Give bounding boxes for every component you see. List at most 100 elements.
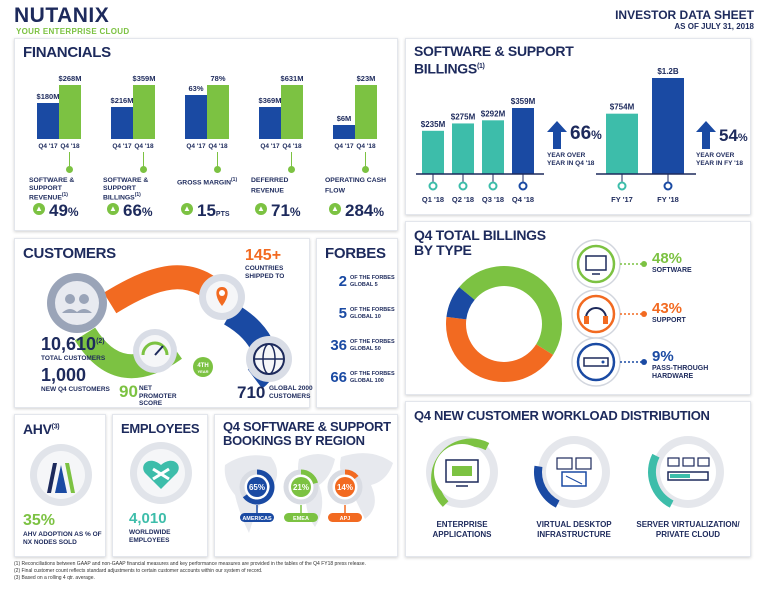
forbes-title: FORBES (325, 245, 386, 262)
bar-q417 (333, 124, 355, 139)
billings-card: SOFTWARE & SUPPORT BILLINGS(1) $235M Q1 '… (405, 38, 751, 215)
bar-q418-label: $631M (280, 74, 304, 83)
tick-q417: Q4 '17 (186, 143, 206, 150)
forbes-number: 5 (338, 305, 347, 322)
metric-label-sup: (1) (61, 192, 68, 198)
up-arrow-icon (255, 203, 267, 215)
workload-chart (426, 436, 724, 508)
financials-card: FINANCIALS $180M $268M Q4 '17 Q4 '18 SOFTWAR… (14, 38, 398, 231)
quarter-dot (428, 181, 438, 191)
type-leader-dot (641, 261, 647, 267)
vm-window-icon (697, 457, 710, 467)
quarter-tick: Q2 '18 (452, 195, 474, 204)
workload-label-2: APPLICATIONS (432, 530, 492, 539)
up-arrow-icon (107, 203, 119, 215)
logo-tagline: YOUR ENTERPRISE CLOUD (16, 27, 130, 36)
region-ring-value (300, 469, 318, 485)
quarter-tick: Q1 '18 (422, 195, 444, 204)
bar-q417-label: $369M (258, 96, 282, 106)
headset-right (603, 316, 608, 324)
bar-q418-label: $359M (132, 74, 156, 83)
up-arrow-glyph: ▲ (109, 204, 117, 213)
total-customers-text: TOTAL CUSTOMERS (41, 355, 106, 362)
year-bar-label: $754M (610, 103, 635, 112)
year-tick: FY '18 (657, 195, 679, 204)
ahv-card: AHV(3) 35% AHV ADOPTION AS % OF NX NODES… (14, 414, 106, 557)
footnote-1: (1) Reconciliations between GAAP and non… (14, 561, 366, 567)
total-customers-value: 10,610(2) (41, 334, 105, 355)
quarter-growth-unit: % (591, 128, 602, 142)
forbes-line1: OF THE FORBES (350, 275, 395, 281)
region-title: Q4 SOFTWARE & SUPPORT BOOKINGS BY REGION (223, 420, 391, 448)
bar-q417-label: $180M (36, 91, 60, 101)
type-value: 43% (652, 300, 683, 317)
quarter-bar (512, 108, 534, 174)
bar-q417-label: 63% (188, 84, 204, 94)
metric-growth-value: 71 (271, 201, 290, 220)
nps-text: NET PROMOTER SCORE (139, 385, 177, 407)
workload-label-1: SERVER VIRTUALIZATION/ (636, 520, 740, 529)
up-arrow-icon (329, 203, 341, 215)
year-growth-text: YEAR OVER YEAR IN FY '18 (696, 152, 743, 167)
bar-q418 (355, 85, 377, 139)
quarter-dot (458, 181, 468, 191)
metric-label-text: GROSS MARGIN (177, 179, 232, 187)
metric-growth-value: 66 (123, 201, 142, 220)
quarter-growth-num: 66 (570, 123, 592, 144)
vm-window-icon (682, 457, 695, 467)
vm-window-icon (667, 457, 680, 467)
billings-type-title: Q4 TOTAL BILLINGS BY TYPE (414, 228, 546, 258)
tick-q417: Q4 '17 (334, 143, 354, 150)
up-arrow-icon (33, 203, 45, 215)
billings-type-donut (446, 239, 647, 387)
year-growth-unit: % (737, 132, 748, 144)
region-ring-value (242, 469, 275, 505)
connector-dot (214, 166, 221, 173)
server-icon (583, 357, 609, 367)
connector-line (217, 152, 218, 168)
metric-growth: 66% (123, 201, 153, 221)
billings-chart: $235M Q1 '18 $275M Q2 '18 $292M Q3 '18 $359M Q4… (416, 67, 696, 204)
metric-label: DEFERRED REVENUE (251, 177, 323, 194)
badge-icon: 4TH YEAR (194, 363, 212, 375)
metric-growth-unit: % (141, 205, 153, 219)
desktop-x-icon (565, 475, 583, 485)
up-arrow-glyph: ▲ (183, 204, 191, 213)
forbes-line2: GLOBAL 10 (350, 314, 381, 320)
workload-label-1: ENTERPRISE (436, 520, 488, 529)
metric-label-sup: (1) (134, 192, 141, 198)
up-arrow-icon (181, 203, 193, 215)
connector-dot (288, 166, 295, 173)
ahv-text: AHV ADOPTION AS % OF NX NODES SOLD (23, 531, 102, 546)
vm-window-icon (556, 457, 573, 470)
heart-handshake-icon (130, 442, 192, 504)
connector-dot (140, 166, 147, 173)
region-pill (284, 513, 318, 522)
bar-q418 (281, 85, 303, 139)
workload-label-1: VIRTUAL DESKTOP (536, 520, 612, 529)
headset-icon (585, 307, 607, 319)
monitor-icon (445, 459, 479, 483)
metric-label: SOFTWARE & SUPPORT REVENUE(1) (29, 177, 101, 202)
bar-q417 (111, 106, 133, 139)
type-name: SUPPORT (652, 317, 686, 324)
bar-q418-label: $23M (356, 74, 376, 83)
nps-value: 90 (119, 382, 138, 401)
metric-label: OPERATING CASH FLOW (325, 177, 397, 194)
server-icon (667, 471, 709, 481)
type-leader-dot (641, 359, 647, 365)
metric-growth: 49% (49, 201, 79, 221)
forbes-line2: GLOBAL 50 (350, 346, 381, 352)
tick-q417: Q4 '17 (38, 143, 58, 150)
region-title-1: Q4 SOFTWARE & SUPPORT (223, 419, 391, 434)
forbes-line2: GLOBAL 5 (350, 282, 378, 288)
server-bar (670, 474, 690, 478)
region-card: Q4 SOFTWARE & SUPPORT BOOKINGS BY REGION… (214, 414, 398, 557)
customers-title: CUSTOMERS (23, 245, 116, 262)
donut-slice (446, 287, 475, 320)
billings-title: SOFTWARE & SUPPORT BILLINGS(1) (414, 44, 574, 77)
employees-title: EMPLOYEES (121, 421, 200, 436)
metric-growth-value: 284 (345, 201, 374, 220)
server-led (601, 360, 605, 364)
header: NUTANIX YOUR ENTERPRISE CLOUD INVESTOR D… (0, 0, 768, 40)
